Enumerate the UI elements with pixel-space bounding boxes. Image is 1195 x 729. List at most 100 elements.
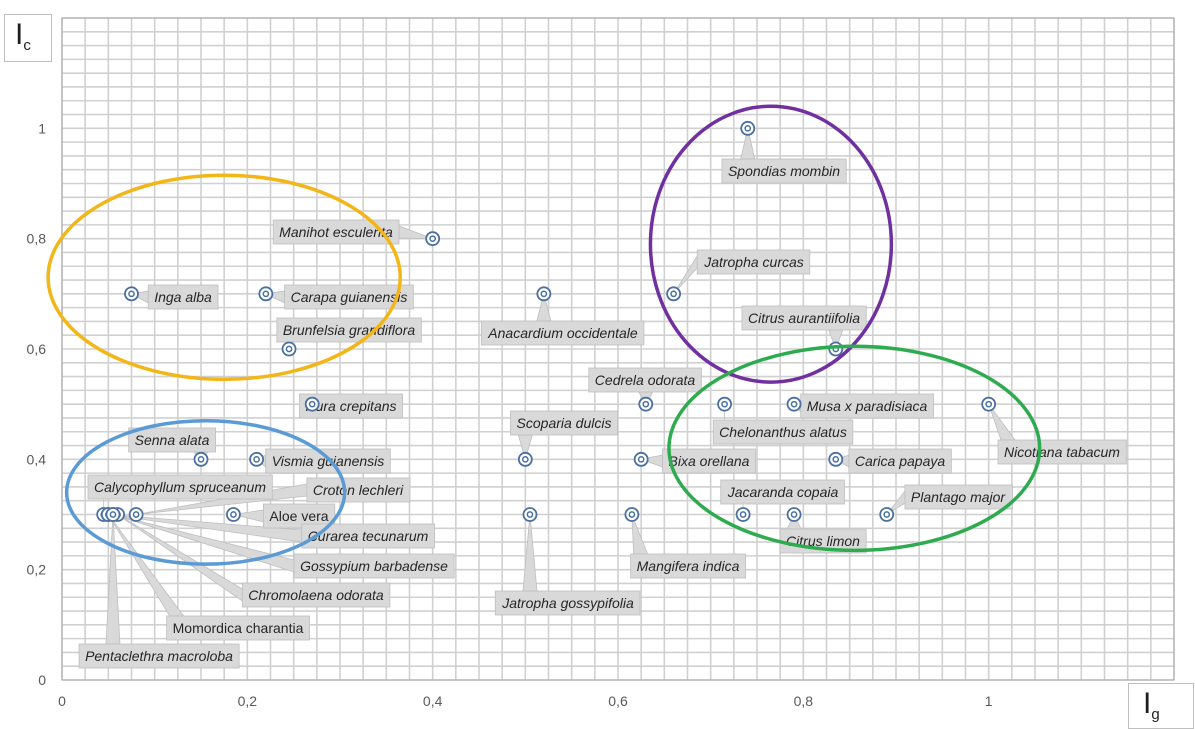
data-point: [304, 396, 320, 412]
point-label: Citrus aurantiifolia: [748, 310, 860, 326]
data-point-inner: [521, 455, 529, 463]
label-box: [848, 448, 952, 474]
group-ellipse: [46, 173, 402, 382]
data-point-inner: [262, 290, 270, 298]
point-label: Mangifera indica: [637, 558, 740, 574]
data-point: [828, 451, 844, 467]
point-label: Croton lechleri: [313, 482, 404, 498]
label-box: [588, 367, 702, 393]
label-box: [662, 448, 757, 474]
label-box: [904, 484, 1013, 510]
data-point-inner: [128, 290, 135, 298]
callout-layer: [103, 128, 1016, 645]
label-box: [78, 643, 240, 669]
point-label: Senna alata: [135, 432, 210, 448]
data-point-inner: [540, 290, 548, 298]
data-point: [226, 507, 241, 522]
point-label: Calycophyllum spruceanum: [94, 479, 266, 495]
marker-layer: [96, 120, 997, 522]
group-ellipse: [648, 104, 894, 384]
point-label: Inga alba: [154, 289, 212, 305]
point-label: Jatropha gossypifolia: [501, 595, 634, 611]
data-point-inner: [197, 455, 205, 463]
data-point-inner: [253, 455, 260, 463]
y-tick-label: 0,6: [27, 341, 47, 357]
label-box: [306, 477, 411, 503]
data-point-inner: [790, 511, 798, 518]
data-point-inner: [628, 511, 636, 518]
point-label: Spondias mombin: [728, 163, 840, 179]
data-point: [128, 507, 144, 522]
group-ellipse: [64, 418, 347, 566]
label-box: [272, 219, 400, 245]
data-point: [786, 396, 802, 412]
label-box: [241, 582, 391, 608]
point-label: Manihot esculenta: [279, 224, 393, 240]
label-box: [166, 615, 310, 641]
data-point: [258, 286, 274, 302]
label-box: [696, 249, 811, 275]
x-tick-label: 0,4: [423, 693, 443, 709]
point-label: Jatropha curcas: [703, 254, 804, 270]
y-tick-label: 1: [38, 120, 46, 136]
x-tick-label: 0,2: [238, 693, 258, 709]
group-ellipse: [667, 344, 1042, 553]
data-point-inner: [308, 400, 316, 408]
x-tick-label: 0,6: [608, 693, 628, 709]
data-point: [536, 286, 552, 302]
data-point-inner: [637, 455, 645, 463]
data-point: [517, 451, 533, 467]
point-label: Vismia guianensis: [272, 453, 385, 469]
data-point: [735, 507, 751, 522]
y-tick-label: 0,4: [27, 451, 47, 467]
group-ellipses: [46, 104, 1042, 566]
data-point: [105, 507, 121, 522]
point-label: Anacardium occidentale: [487, 325, 638, 341]
data-point-inner: [832, 455, 840, 463]
x-axis-label: Ig: [1128, 683, 1194, 729]
point-label: Momordica charantia: [173, 620, 304, 636]
point-label: Curarea tecunarum: [308, 528, 429, 544]
data-point: [828, 341, 844, 357]
data-point-inner: [285, 345, 293, 353]
label-box: [147, 284, 219, 310]
data-point: [717, 396, 732, 412]
y-tick-label: 0,8: [27, 231, 47, 247]
point-label: Plantago major: [911, 489, 1007, 505]
data-point: [638, 396, 654, 412]
point-label: Scoparia dulcis: [517, 415, 612, 431]
x-tick-label: 1: [985, 693, 993, 709]
data-point-inner: [642, 400, 650, 408]
data-point: [425, 231, 441, 247]
label-box: [480, 320, 645, 346]
data-point: [124, 286, 139, 302]
label-box: [630, 553, 746, 579]
data-point-inner: [132, 511, 140, 518]
point-label: Gossypium barbadense: [300, 558, 448, 574]
point-label: Nicotiana tabacum: [1004, 444, 1120, 460]
label-box: [494, 590, 641, 616]
point-label: Aloe vera: [269, 508, 328, 524]
data-point: [633, 451, 649, 467]
point-label: Hura crepitans: [305, 398, 396, 414]
data-point: [249, 451, 265, 467]
label-box: [293, 553, 455, 579]
data-point-inner: [883, 511, 891, 518]
data-point-inner: [721, 400, 728, 408]
data-point-inner: [985, 400, 993, 408]
point-label: Chelonanthus alatus: [719, 424, 847, 440]
point-label: Bixa orellana: [669, 453, 750, 469]
data-point-inner: [230, 511, 237, 518]
data-point: [740, 120, 756, 136]
data-point-inner: [109, 511, 117, 518]
y-tick-label: 0,2: [27, 562, 47, 578]
data-point-inner: [670, 290, 677, 298]
point-label: Musa x paradisiaca: [807, 398, 928, 414]
point-label: Brunfelsia grandiflora: [283, 322, 416, 338]
label-box: [87, 474, 273, 500]
label-box: [265, 448, 391, 474]
label-box: [712, 419, 854, 445]
data-point: [624, 507, 640, 522]
label-box: [128, 427, 216, 453]
